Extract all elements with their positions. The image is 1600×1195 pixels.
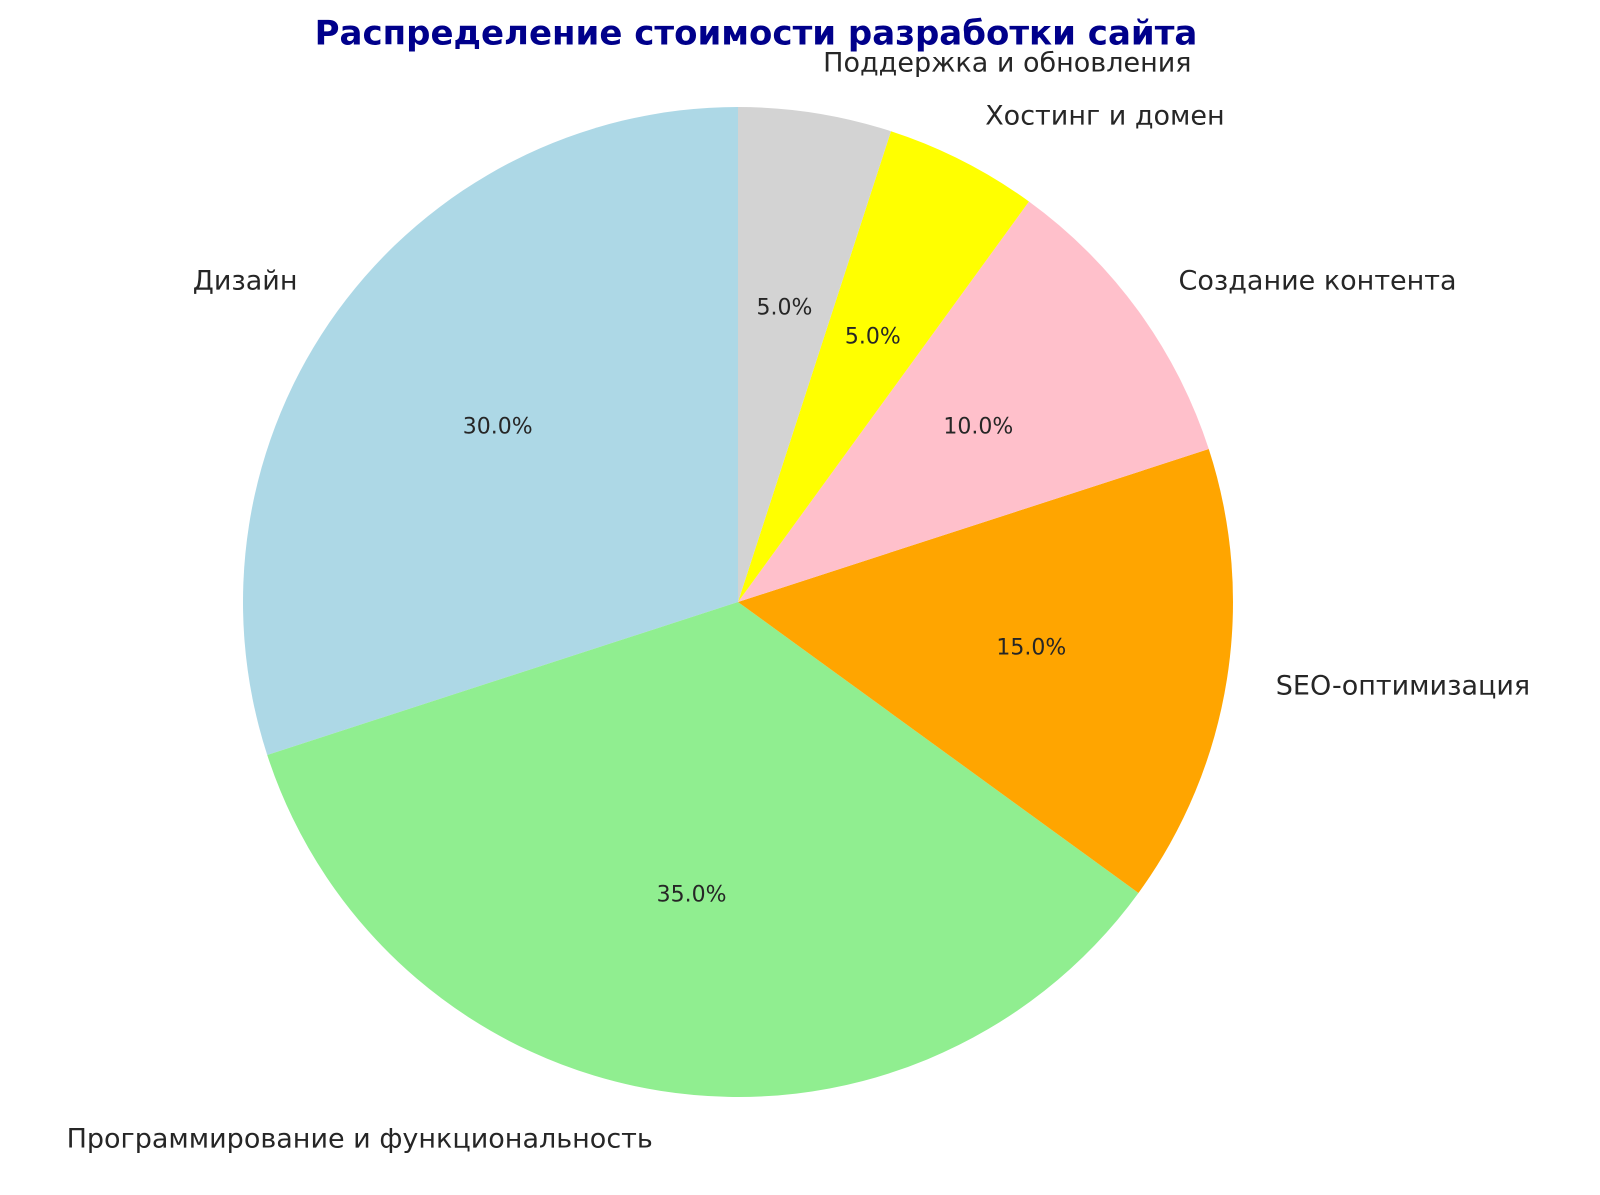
slice-label: Программирование и функциональность xyxy=(67,1123,653,1154)
slice-label: Поддержка и обновления xyxy=(823,48,1191,79)
chart-title: Распределение стоимости разработки сайта xyxy=(315,14,1198,54)
value-label: 35.0% xyxy=(657,882,727,907)
pie-slice xyxy=(738,201,1209,602)
slice-label: SEO-оптимизация xyxy=(1276,671,1530,702)
slice-label: Создание контента xyxy=(1179,265,1457,296)
pie-slice xyxy=(242,107,738,755)
slice-label: Дизайн xyxy=(193,265,298,296)
pie-slice xyxy=(267,602,1139,1097)
value-label: 5.0% xyxy=(845,324,901,349)
value-label: 30.0% xyxy=(463,414,533,439)
pie-slice xyxy=(738,131,1029,602)
pie-slice xyxy=(738,449,1234,893)
value-label: 10.0% xyxy=(943,414,1013,439)
slice-label: Хостинг и домен xyxy=(985,100,1225,131)
pie-slice xyxy=(738,107,891,602)
value-label: 5.0% xyxy=(757,296,813,321)
value-label: 15.0% xyxy=(996,635,1066,660)
